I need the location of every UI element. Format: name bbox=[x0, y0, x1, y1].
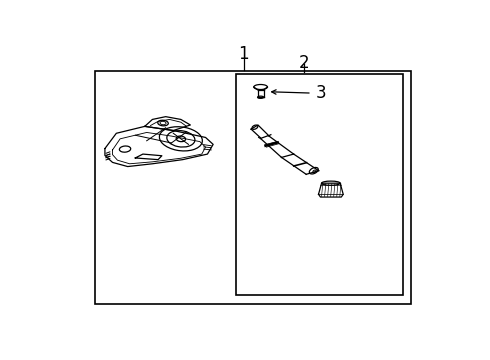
Text: 1: 1 bbox=[238, 45, 249, 63]
Bar bbox=[236, 74, 403, 296]
Text: 3: 3 bbox=[316, 84, 326, 102]
Text: 2: 2 bbox=[299, 54, 310, 72]
Bar bbox=[96, 71, 411, 304]
